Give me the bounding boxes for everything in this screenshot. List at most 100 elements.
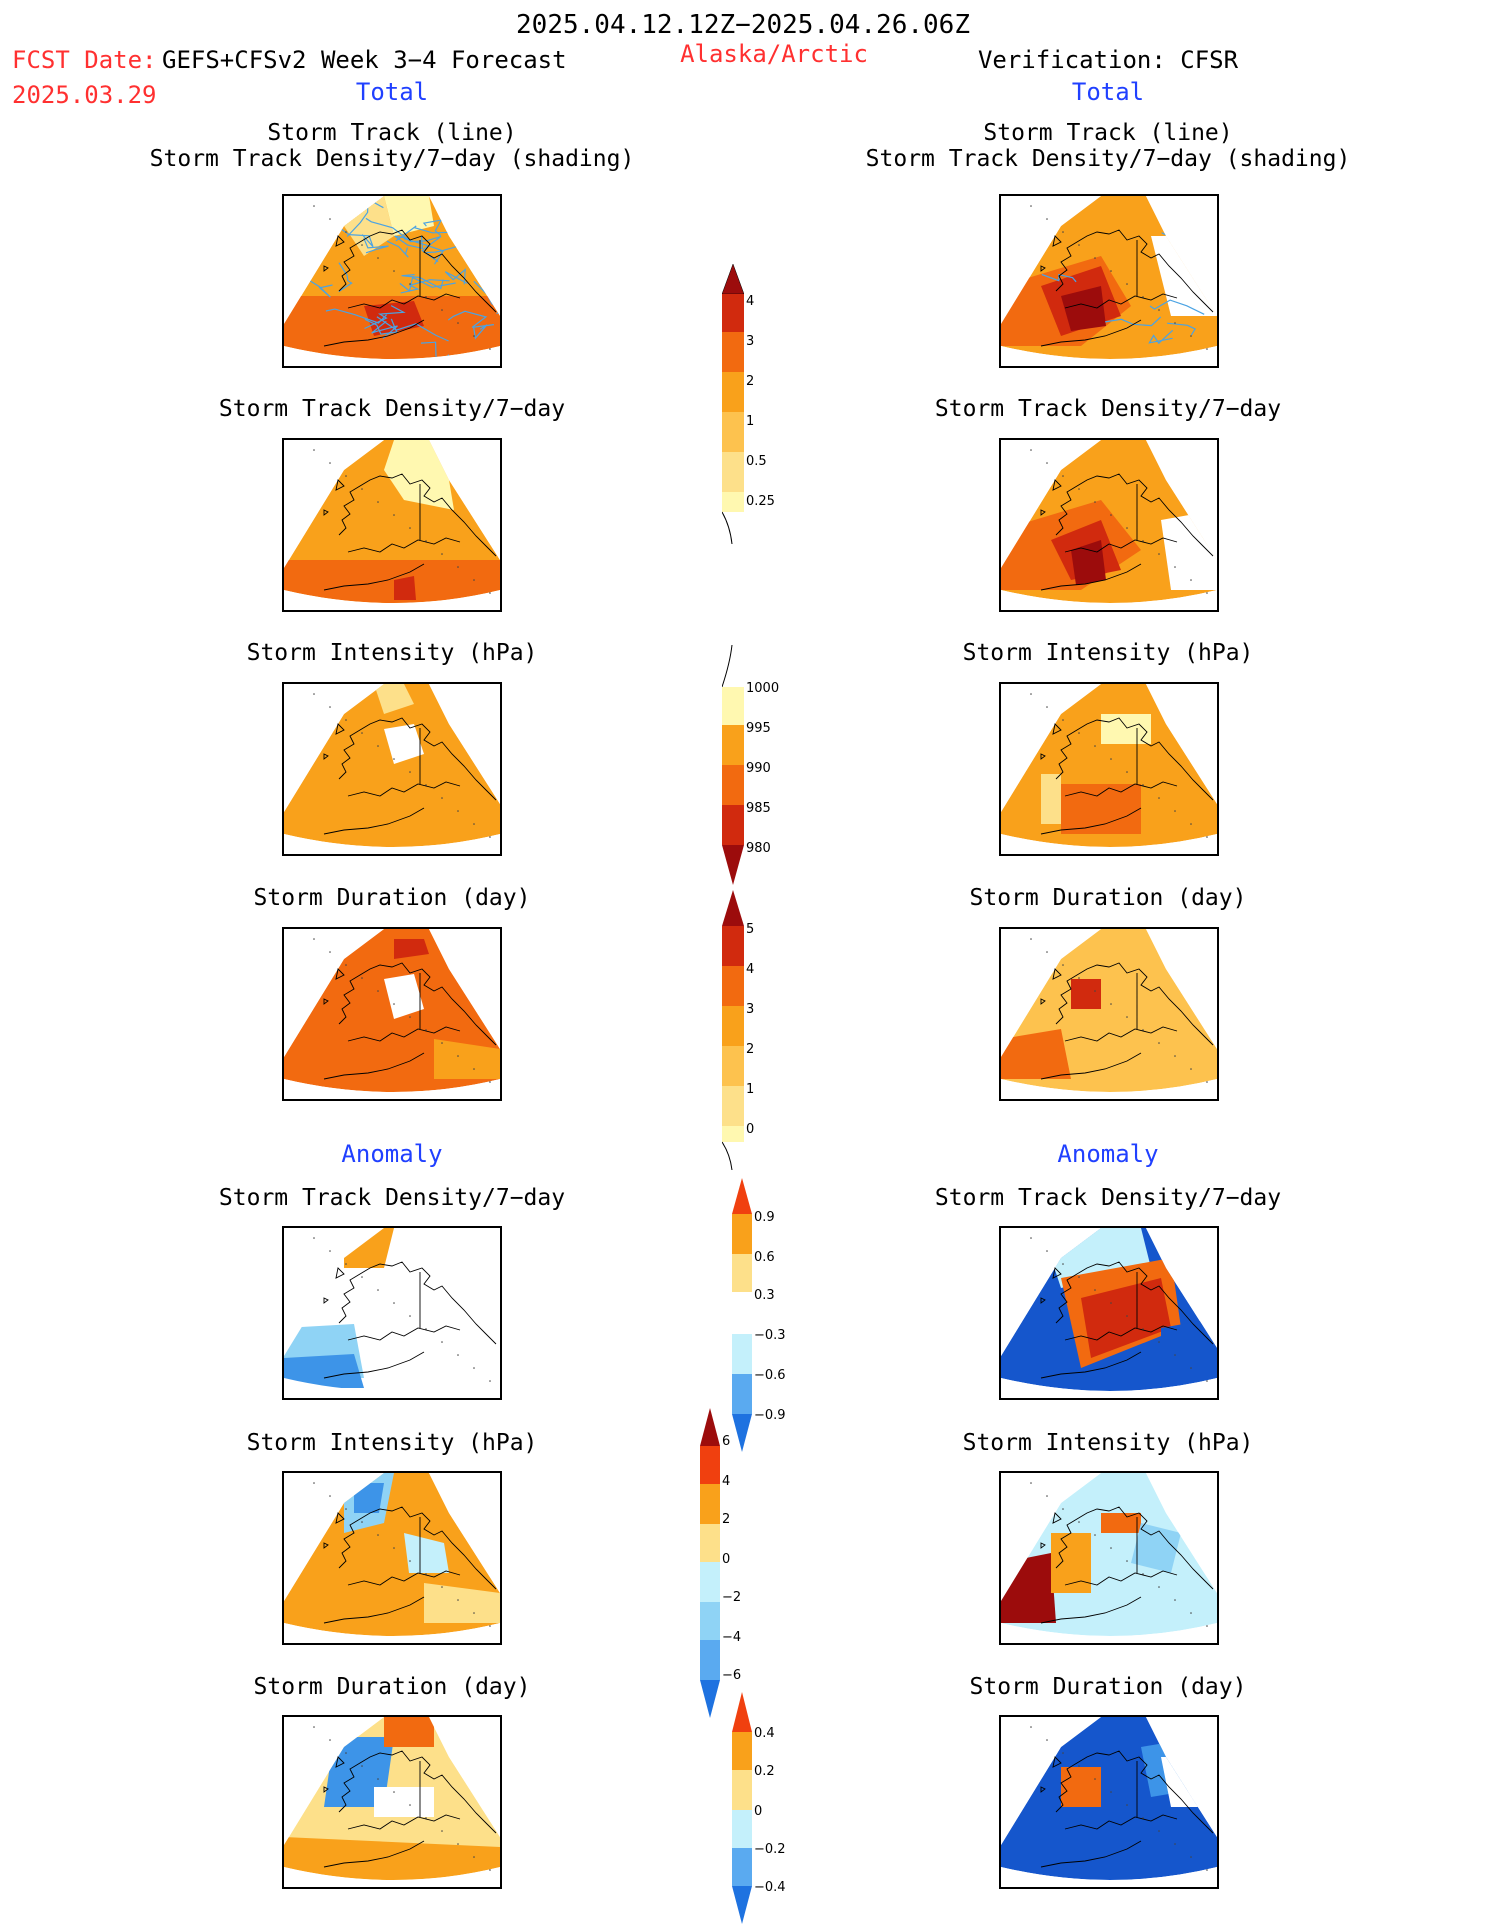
map-density-forecast	[282, 438, 502, 612]
cb-duration-anom-02: 0.2	[754, 1764, 775, 1779]
colorbar-duration-total-swatches	[721, 890, 744, 1171]
title-intensity-left: Storm Intensity (hPa)	[246, 640, 538, 666]
title-duration-right: Storm Duration (day)	[969, 885, 1247, 911]
colorbar-duration-anomaly: 0.4 0.2 0 −0.2 −0.4	[732, 1692, 786, 1928]
title-density-anom-right: Storm Track Density/7−day	[934, 1185, 1282, 1211]
title-intensity-anom-left: Storm Intensity (hPa)	[246, 1430, 538, 1456]
colorbar-density-anomaly-swatches	[732, 1178, 752, 1452]
title-density-anom-left: Storm Track Density/7−day	[218, 1185, 566, 1211]
cb-density-total-1: 1	[746, 414, 755, 429]
cb-duration-total-3: 3	[746, 1002, 755, 1017]
cb-duration-anom-0: 0	[754, 1804, 763, 1819]
map-duration-anomaly-verification	[999, 1715, 1219, 1889]
cb-duration-anom-04: 0.4	[754, 1726, 775, 1741]
map-duration-verification	[999, 927, 1219, 1101]
cb-density-total-025: 0.25	[746, 494, 775, 509]
title-track-line-right: Storm Track (line)	[983, 120, 1233, 146]
cb-intensity-total-980: 980	[746, 841, 771, 856]
map-track-forecast	[282, 194, 502, 368]
title-track-shading-right: Storm Track Density/7−day (shading)	[865, 146, 1351, 172]
cb-intensity-anom-4: 4	[722, 1474, 731, 1489]
map-canvas	[284, 1473, 500, 1636]
colorbar-duration-anomaly-swatches	[732, 1692, 752, 1924]
map-canvas	[284, 440, 500, 603]
cb-duration-total-4: 4	[746, 962, 755, 977]
colorbar-intensity-total-swatches	[721, 644, 744, 885]
cb-intensity-total-990: 990	[746, 761, 771, 776]
title-intensity-anom-right: Storm Intensity (hPa)	[962, 1430, 1254, 1456]
map-track-verification	[999, 194, 1219, 368]
map-canvas	[1001, 440, 1217, 603]
cb-duration-anom-m04: −0.4	[754, 1880, 786, 1895]
map-duration-forecast	[282, 927, 502, 1101]
title-duration-left: Storm Duration (day)	[253, 885, 531, 911]
cb-density-total-2: 2	[746, 374, 755, 389]
cb-density-total-4: 4	[746, 294, 755, 309]
cb-duration-total-5: 5	[746, 922, 755, 937]
model-label: GEFS+CFSv2 Week 3−4 Forecast	[162, 46, 567, 74]
cb-duration-total-2: 2	[746, 1042, 755, 1057]
fcst-date-label: FCST Date:	[12, 46, 157, 74]
cb-density-total-3: 3	[746, 334, 755, 349]
cb-intensity-anom-0: 0	[722, 1552, 731, 1567]
map-canvas	[284, 1228, 500, 1391]
cb-duration-anom-m02: −0.2	[754, 1842, 786, 1857]
map-density-verification	[999, 438, 1219, 612]
map-intensity-verification	[999, 682, 1219, 856]
title-density-right: Storm Track Density/7−day	[934, 396, 1282, 422]
total-label-right: Total	[1071, 78, 1145, 106]
anomaly-label-left: Anomaly	[341, 1140, 443, 1168]
cb-density-anom-06: 0.6	[754, 1250, 775, 1265]
map-canvas	[1001, 196, 1217, 359]
map-canvas	[284, 1717, 500, 1880]
title-duration-anom-right: Storm Duration (day)	[969, 1674, 1247, 1700]
fcst-date: 2025.03.29	[12, 81, 157, 109]
cb-intensity-anom-m2: −2	[722, 1590, 742, 1605]
map-canvas	[1001, 1473, 1217, 1636]
cb-intensity-anom-m6: −6	[722, 1668, 742, 1683]
region-label: Alaska/Arctic	[680, 40, 868, 68]
colorbar-duration-total: 5 4 3 2 1 0	[721, 890, 754, 1174]
cb-density-anom-m09: −0.9	[754, 1408, 786, 1423]
title-density-left: Storm Track Density/7−day	[218, 396, 566, 422]
cb-density-anom-m06: −0.6	[754, 1368, 786, 1383]
colorbar-intensity-anomaly: 6 4 2 0 −2 −4 −6	[700, 1408, 741, 1722]
title-track-line-left: Storm Track (line)	[267, 120, 517, 146]
map-canvas	[1001, 684, 1217, 847]
colorbar-intensity-total: 1000 995 990 985 980	[721, 644, 779, 889]
cb-intensity-total-985: 985	[746, 801, 771, 816]
cb-density-total-05: 0.5	[746, 454, 767, 469]
cb-intensity-anom-6: 6	[722, 1434, 731, 1449]
cb-intensity-anom-m4: −4	[722, 1630, 742, 1645]
cb-duration-total-0: 0	[746, 1122, 755, 1137]
colorbar-intensity-anomaly-swatches	[700, 1408, 720, 1718]
total-label-left: Total	[355, 78, 429, 106]
colorbar-density-total-swatches	[721, 263, 745, 545]
cb-duration-total-1: 1	[746, 1082, 755, 1097]
verification-label: Verification: CFSR	[977, 46, 1239, 74]
anomaly-label-right: Anomaly	[1057, 1140, 1159, 1168]
map-density-anomaly-verification	[999, 1226, 1219, 1400]
title-track-shading-left: Storm Track Density/7−day (shading)	[149, 146, 635, 172]
map-canvas	[284, 684, 500, 847]
cb-density-anom-m03: −0.3	[754, 1328, 786, 1343]
map-intensity-anomaly-verification	[999, 1471, 1219, 1645]
cb-intensity-total-995: 995	[746, 721, 771, 736]
cb-intensity-anom-2: 2	[722, 1512, 731, 1527]
title-intensity-right: Storm Intensity (hPa)	[962, 640, 1254, 666]
map-canvas	[1001, 1717, 1217, 1880]
map-canvas	[284, 196, 500, 359]
date-range-title: 2025.04.12.12Z−2025.04.26.06Z	[516, 10, 970, 40]
colorbar-density-total: 4 3 2 1 0.5 0.25	[721, 263, 775, 548]
map-canvas	[1001, 1228, 1217, 1391]
cb-density-anom-03: 0.3	[754, 1288, 775, 1303]
map-canvas	[284, 929, 500, 1092]
cb-density-anom-09: 0.9	[754, 1210, 775, 1225]
map-duration-anomaly-forecast	[282, 1715, 502, 1889]
cb-intensity-total-1000: 1000	[746, 681, 780, 696]
title-duration-anom-left: Storm Duration (day)	[253, 1674, 531, 1700]
map-intensity-anomaly-forecast	[282, 1471, 502, 1645]
map-density-anomaly-forecast	[282, 1226, 502, 1400]
map-canvas	[1001, 929, 1217, 1092]
colorbar-density-anomaly: 0.9 0.6 0.3 −0.3 −0.6 −0.9	[732, 1178, 786, 1456]
